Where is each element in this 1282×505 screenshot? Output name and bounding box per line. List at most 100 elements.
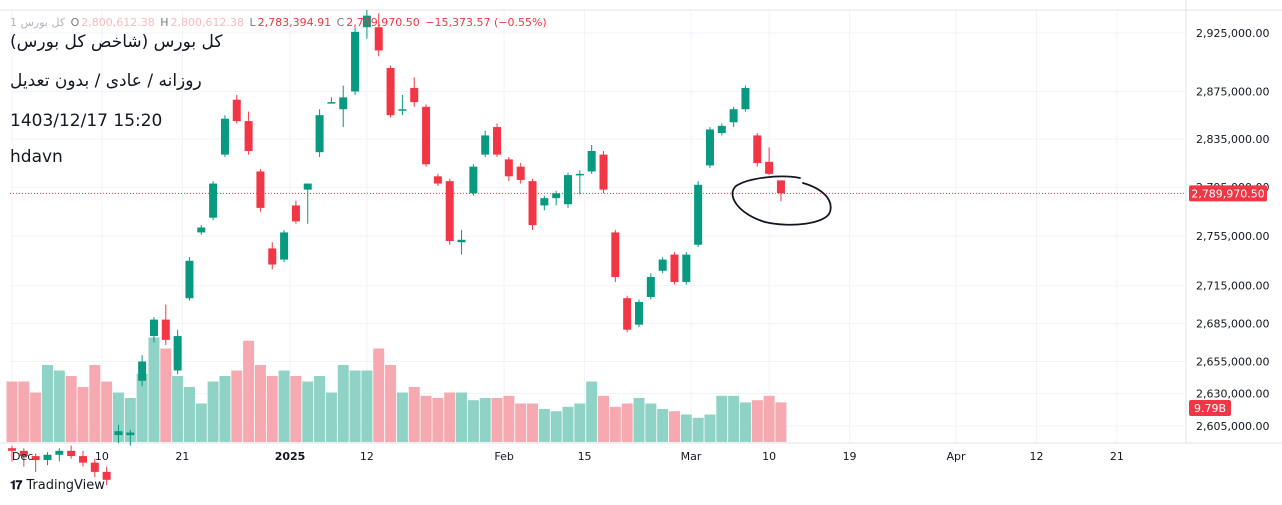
overlay-datetime: 1403/12/17 15:20 (10, 111, 163, 131)
volume-bar-30 (361, 370, 373, 442)
volume-bar-63 (751, 400, 763, 442)
last-price-badge (1189, 185, 1267, 202)
volume-bar-34 (408, 387, 420, 442)
candle-body-27 (327, 102, 336, 104)
volume-bar-8 (101, 381, 113, 442)
volume-bar-21 (254, 365, 266, 442)
overlay-user: hdavn (10, 147, 63, 167)
candle-body-40 (481, 135, 490, 155)
volume-bar-9 (112, 392, 124, 442)
candle-body-39 (469, 166, 478, 194)
volume-bar-48 (574, 403, 586, 442)
candle-body-3 (43, 454, 52, 461)
y-tick-label-2: 2,835,000.00 (1196, 133, 1269, 146)
volume-bar-4 (53, 370, 65, 442)
volume-bar-64 (763, 395, 775, 442)
volume-bar-18 (219, 376, 231, 442)
candle-body-7 (90, 462, 99, 472)
volume-bar-0 (6, 381, 18, 442)
candle-body-64 (765, 161, 774, 174)
candle-body-30 (362, 15, 371, 28)
volume-bar-42 (503, 395, 515, 442)
volume-bar-50 (598, 395, 609, 442)
candle-body-60 (717, 125, 726, 134)
candle-body-11 (138, 361, 147, 381)
candle-body-47 (564, 175, 573, 205)
candle-body-45 (540, 198, 549, 206)
volume-bar-47 (562, 406, 574, 442)
candle-body-58 (694, 184, 703, 245)
volume-bar-32 (385, 365, 397, 442)
volume-bar-37 (444, 392, 456, 442)
open-label: O (70, 16, 80, 29)
volume-bar-17 (207, 381, 219, 442)
volume-bar-62 (739, 402, 751, 442)
volume-bar-15 (183, 387, 195, 442)
volume-bar-10 (124, 398, 136, 442)
volume-label: 9.79B (1194, 402, 1226, 415)
candle-body-50 (599, 154, 608, 190)
candle-body-54 (646, 276, 655, 297)
overlay-timeframe: روزانه / عادی / بدون تعدیل (10, 71, 202, 91)
candle-body-31 (374, 27, 383, 51)
volume-bar-33 (396, 392, 408, 442)
x-tick-label-0: Dec (12, 450, 33, 463)
tradingview-brand[interactable]: 𝟏𝟕 TradingView (10, 478, 105, 493)
volume-bar-56 (668, 411, 680, 442)
candle-body-33 (398, 109, 407, 111)
y-tick-label-7: 2,655,000.00 (1196, 356, 1269, 369)
volume-bar-22 (266, 376, 278, 442)
candle-body-17 (209, 183, 218, 218)
overlay-title: کل بورس (شاخص کل بورس) (10, 32, 223, 52)
volume-bar-36 (432, 398, 444, 442)
candle-body-56 (670, 254, 679, 282)
candle-body-35 (422, 106, 431, 165)
x-tick-label-3: 2025 (275, 450, 306, 463)
candle-body-24 (291, 205, 300, 222)
candle-body-65 (776, 180, 785, 194)
candle-body-22 (268, 248, 277, 265)
x-tick-label-12: 21 (1110, 450, 1124, 463)
volume-bar-57 (680, 414, 692, 442)
volume-bar-59 (704, 414, 716, 442)
candle-body-5 (67, 450, 76, 457)
candle-body-38 (457, 239, 466, 243)
volume-bar-60 (716, 395, 728, 442)
x-tick-label-9: 19 (843, 450, 857, 463)
y-tick-label-6: 2,685,000.00 (1196, 317, 1269, 330)
high-value: 2,800,612.38 (170, 16, 244, 29)
candle-body-0 (8, 448, 16, 451)
volume-bar-61 (728, 395, 740, 442)
candle-body-8 (102, 471, 111, 480)
candle-body-25 (303, 183, 312, 190)
candle-body-13 (161, 319, 170, 340)
close-value: 2,789,970.50 (346, 16, 420, 29)
volume-bar-12 (148, 337, 160, 442)
candle-body-48 (575, 173, 584, 176)
low-value: 2,783,394.91 (257, 16, 332, 29)
volume-bar-11 (136, 373, 148, 442)
x-tick-label-6: 15 (578, 450, 592, 463)
candle-body-23 (280, 232, 289, 260)
candle-body-43 (516, 166, 525, 180)
candle-body-49 (587, 150, 596, 172)
y-tick-label-9: 2,605,000.00 (1196, 420, 1269, 433)
candle-body-19 (232, 99, 241, 122)
volume-bar-13 (160, 348, 172, 442)
x-tick-label-11: 12 (1029, 450, 1043, 463)
candle-body-62 (741, 87, 750, 110)
candle-body-28 (339, 97, 348, 110)
x-tick-label-7: Mar (681, 450, 702, 463)
candle-body-2 (31, 456, 40, 461)
candle-body-4 (55, 450, 64, 455)
y-tick-label-0: 2,925,000.00 (1196, 27, 1269, 40)
candle-body-37 (445, 181, 454, 242)
candle-body-46 (552, 193, 561, 199)
candle-body-59 (705, 129, 714, 166)
volume-bar-41 (491, 398, 503, 442)
volume-bar-46 (550, 411, 562, 442)
candle-body-29 (351, 31, 360, 92)
brand-name: TradingView (26, 478, 105, 493)
candle-body-16 (197, 227, 206, 233)
